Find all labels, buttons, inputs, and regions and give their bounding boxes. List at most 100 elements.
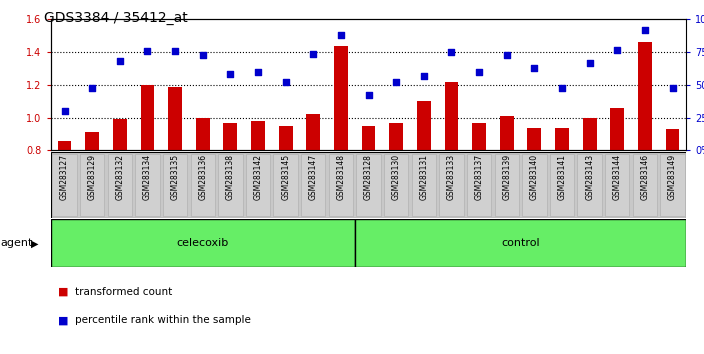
Text: GSM283148: GSM283148 <box>337 154 346 200</box>
Point <box>252 69 263 75</box>
Bar <box>279 126 293 150</box>
Text: percentile rank within the sample: percentile rank within the sample <box>75 315 251 325</box>
Text: GSM283133: GSM283133 <box>447 154 456 200</box>
Point <box>197 52 208 58</box>
Text: GSM283128: GSM283128 <box>364 154 373 200</box>
Bar <box>58 141 71 150</box>
FancyBboxPatch shape <box>273 154 298 216</box>
Point <box>474 69 485 75</box>
Bar <box>251 121 265 150</box>
Bar <box>51 219 355 267</box>
Text: GSM283138: GSM283138 <box>226 154 235 200</box>
Text: celecoxib: celecoxib <box>177 238 229 249</box>
Bar <box>638 42 652 150</box>
Text: GSM283143: GSM283143 <box>585 154 594 200</box>
FancyBboxPatch shape <box>191 154 215 216</box>
FancyBboxPatch shape <box>605 154 629 216</box>
Point <box>501 52 513 58</box>
Text: ■: ■ <box>58 287 68 297</box>
Bar <box>500 116 514 150</box>
FancyBboxPatch shape <box>495 154 519 216</box>
Point <box>59 108 70 114</box>
Bar <box>168 87 182 150</box>
Text: GSM283131: GSM283131 <box>420 154 428 200</box>
FancyBboxPatch shape <box>80 154 104 216</box>
FancyBboxPatch shape <box>52 154 77 216</box>
Text: GSM283146: GSM283146 <box>641 154 650 200</box>
Bar <box>362 126 375 150</box>
Point <box>142 48 153 54</box>
FancyBboxPatch shape <box>633 154 657 216</box>
Bar <box>334 46 348 150</box>
Bar <box>472 122 486 150</box>
FancyBboxPatch shape <box>301 154 325 216</box>
FancyBboxPatch shape <box>467 154 491 216</box>
Point <box>556 85 567 90</box>
FancyBboxPatch shape <box>384 154 408 216</box>
FancyBboxPatch shape <box>163 154 187 216</box>
Bar <box>610 108 624 150</box>
Point <box>335 32 346 38</box>
FancyBboxPatch shape <box>108 154 132 216</box>
Point <box>529 65 540 71</box>
FancyBboxPatch shape <box>329 154 353 216</box>
Bar <box>85 132 99 150</box>
Text: ■: ■ <box>58 315 68 325</box>
Text: GSM283144: GSM283144 <box>612 154 622 200</box>
Point <box>612 47 623 52</box>
Point <box>391 80 402 85</box>
FancyBboxPatch shape <box>550 154 574 216</box>
Text: GSM283137: GSM283137 <box>474 154 484 200</box>
Text: GSM283142: GSM283142 <box>253 154 263 200</box>
Point <box>639 27 650 33</box>
FancyBboxPatch shape <box>522 154 546 216</box>
Point <box>584 60 596 65</box>
Bar <box>141 85 154 150</box>
FancyBboxPatch shape <box>577 154 602 216</box>
Point <box>308 51 319 56</box>
Text: GSM283141: GSM283141 <box>558 154 567 200</box>
Bar <box>223 122 237 150</box>
FancyBboxPatch shape <box>439 154 464 216</box>
Text: GSM283140: GSM283140 <box>530 154 539 200</box>
Bar <box>583 118 596 150</box>
Text: GDS3384 / 35412_at: GDS3384 / 35412_at <box>44 11 187 25</box>
Bar <box>444 82 458 150</box>
Bar <box>417 101 431 150</box>
Point <box>225 72 236 77</box>
Text: GSM283135: GSM283135 <box>170 154 180 200</box>
Point <box>280 80 291 85</box>
Point <box>363 93 375 98</box>
Text: GSM283149: GSM283149 <box>668 154 677 200</box>
Bar <box>355 219 686 267</box>
Text: GSM283147: GSM283147 <box>309 154 318 200</box>
Point <box>418 73 429 79</box>
Text: GSM283136: GSM283136 <box>199 154 207 200</box>
Point <box>87 85 98 90</box>
Text: agent: agent <box>1 238 33 249</box>
Bar <box>666 129 679 150</box>
Bar <box>196 118 210 150</box>
Text: GSM283129: GSM283129 <box>87 154 96 200</box>
Text: GSM283139: GSM283139 <box>502 154 511 200</box>
FancyBboxPatch shape <box>660 154 685 216</box>
Bar <box>113 119 127 150</box>
Text: GSM283134: GSM283134 <box>143 154 152 200</box>
Bar <box>389 122 403 150</box>
FancyBboxPatch shape <box>356 154 381 216</box>
Point <box>114 58 125 64</box>
Text: GSM283127: GSM283127 <box>60 154 69 200</box>
FancyBboxPatch shape <box>246 154 270 216</box>
FancyBboxPatch shape <box>412 154 436 216</box>
Point <box>667 85 678 90</box>
Text: control: control <box>501 238 540 249</box>
Text: ▶: ▶ <box>31 238 39 249</box>
Point <box>446 50 457 55</box>
Bar <box>555 127 569 150</box>
Bar <box>306 114 320 150</box>
Text: transformed count: transformed count <box>75 287 172 297</box>
FancyBboxPatch shape <box>218 154 242 216</box>
Point <box>170 48 181 54</box>
Text: GSM283145: GSM283145 <box>281 154 290 200</box>
FancyBboxPatch shape <box>135 154 160 216</box>
